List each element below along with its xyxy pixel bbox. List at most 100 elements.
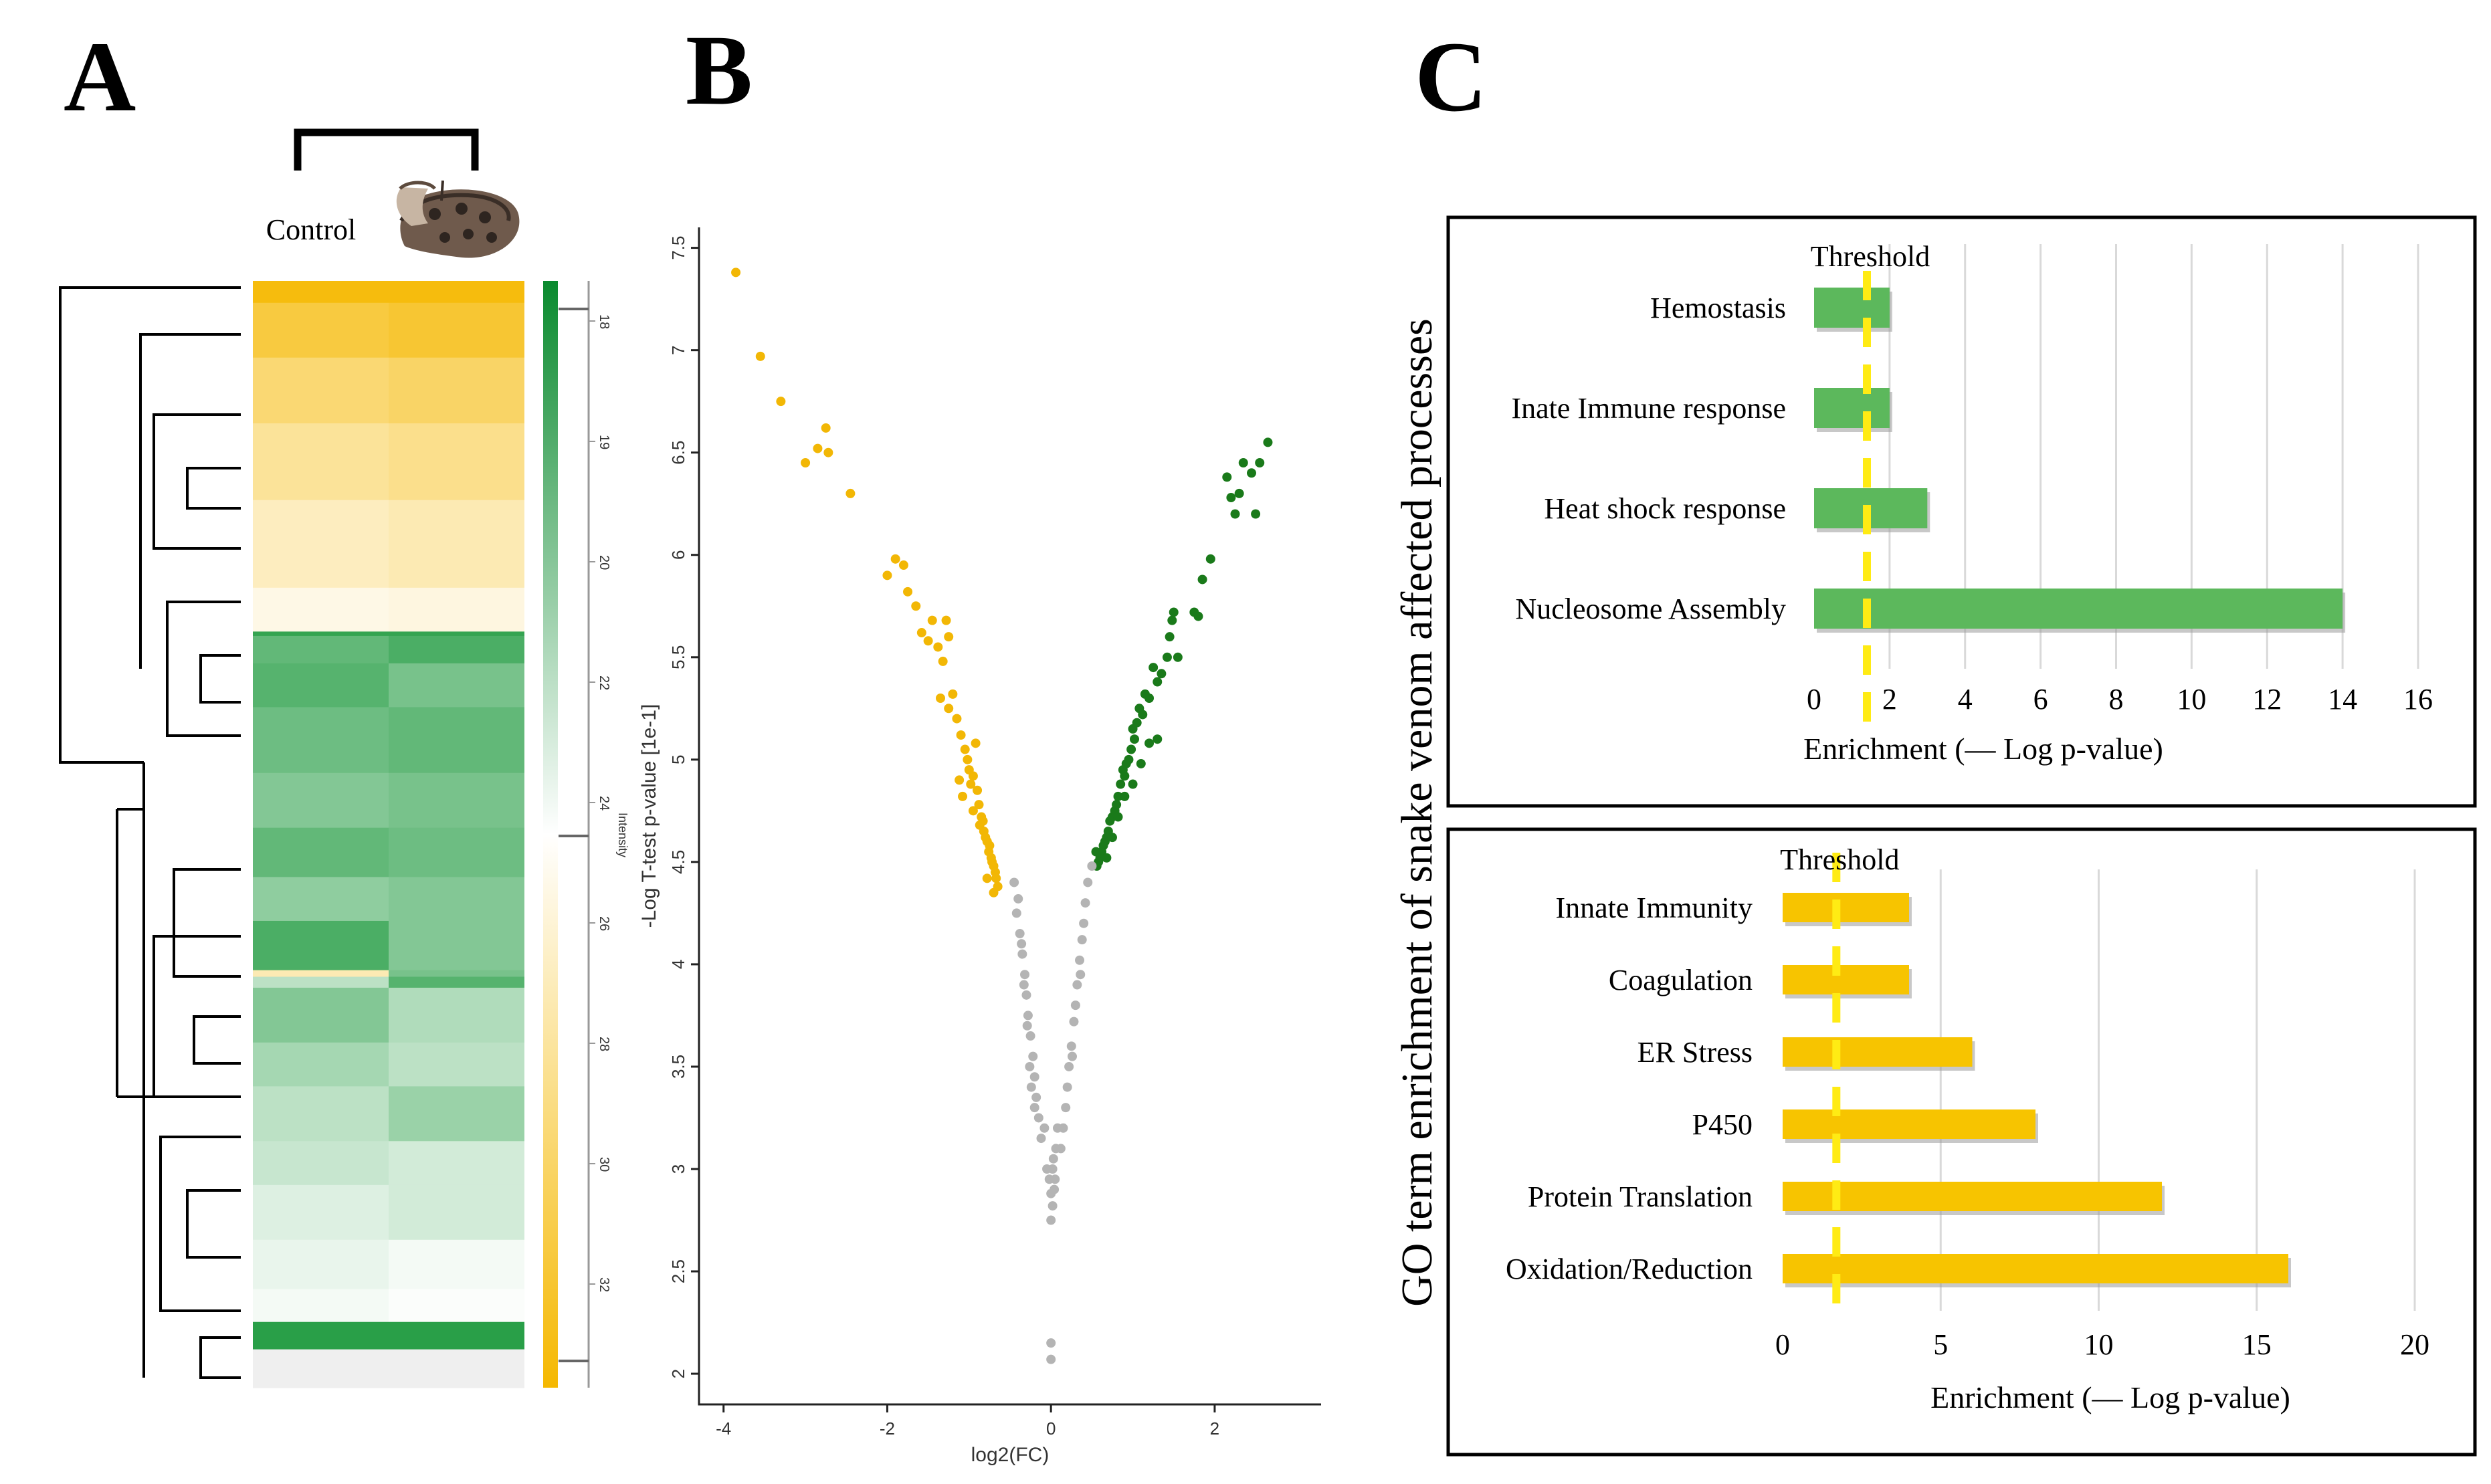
volcano-point-down xyxy=(898,560,908,570)
volcano-axes xyxy=(698,227,1321,1406)
panel-letter-b: B xyxy=(686,15,753,126)
volcano-point-down xyxy=(968,806,978,816)
volcano-point-not-significant xyxy=(1013,893,1023,904)
volcano-y-tick-label: 2 xyxy=(668,1369,688,1378)
volcano-y-tick-label: 5.5 xyxy=(668,645,688,669)
volcano-x-tick-label: -2 xyxy=(880,1418,895,1439)
heatmap-cell-control xyxy=(253,976,389,988)
heatmap-cell-venom xyxy=(389,357,524,424)
heatmap-cell-control xyxy=(253,1289,389,1323)
volcano-point-up xyxy=(1105,816,1115,826)
bar-category-label: Hemostasis xyxy=(1650,292,1786,324)
threshold-label: Threshold xyxy=(1811,240,1930,273)
volcano-point-not-significant xyxy=(1019,980,1029,990)
bar-category-label: Heat shock response xyxy=(1544,492,1786,525)
volcano-x-tick-label: 2 xyxy=(1210,1418,1219,1439)
volcano-point-not-significant xyxy=(1022,1021,1032,1031)
bar-protein-translation xyxy=(1783,1182,2162,1211)
heatmap-cell-control xyxy=(253,827,389,878)
volcano-point-down xyxy=(903,587,913,597)
volcano-point-not-significant xyxy=(1031,1092,1041,1102)
bar-category-label: Innate Immunity xyxy=(1556,891,1753,924)
upper-bar-chart: 0 2 4 6 8 10 12 14 16 Hemostasis Inate Immune resp… xyxy=(1511,240,2433,766)
volcano-point-up xyxy=(1197,574,1207,585)
volcano-point-up xyxy=(1136,758,1146,768)
heatmap-cell-control xyxy=(253,1349,389,1388)
volcano-point-up xyxy=(1173,652,1183,662)
volcano-point-not-significant xyxy=(1046,1338,1056,1348)
volcano-point-up xyxy=(1107,833,1117,843)
scale-tick-label: 32 xyxy=(597,1277,611,1292)
volcano-y-tick-label: 6.5 xyxy=(668,441,688,465)
volcano-point-down xyxy=(923,636,933,646)
heatmap-panel: Control xyxy=(59,128,629,1388)
bar-category-label: Oxidation/Reduction xyxy=(1506,1253,1753,1285)
volcano-y-tick-label: 5 xyxy=(668,755,688,764)
volcano-point-not-significant xyxy=(1025,1061,1035,1071)
volcano-point-up xyxy=(1189,607,1199,617)
bar-x-tick-label: 10 xyxy=(2177,683,2206,716)
volcano-point-up xyxy=(1153,734,1163,744)
volcano-point-not-significant xyxy=(1072,980,1082,990)
heatmap-cell-control xyxy=(253,1141,389,1186)
heatmap-cell-control xyxy=(253,635,389,664)
heatmap-cell-control xyxy=(253,1239,389,1290)
volcano-point-up xyxy=(1153,677,1163,687)
volcano-point-not-significant xyxy=(1076,970,1086,980)
volcano-point-not-significant xyxy=(1011,908,1021,918)
volcano-point-up xyxy=(1126,744,1136,754)
volcano-point-not-significant xyxy=(1066,1041,1076,1051)
volcano-point-not-significant xyxy=(1079,918,1089,928)
row-dendrogram xyxy=(59,286,241,1379)
heatmap-grid xyxy=(253,281,524,1388)
volcano-point-down xyxy=(975,820,985,830)
volcano-point-not-significant xyxy=(1064,1061,1074,1071)
heatmap-cell-control xyxy=(253,500,389,589)
volcano-point-down xyxy=(938,656,948,666)
volcano-point-down xyxy=(755,351,765,361)
volcano-point-down xyxy=(985,841,995,851)
heatmap-cell-venom xyxy=(389,1289,524,1323)
volcano-y-tick-label: 3.5 xyxy=(668,1055,688,1079)
volcano-point-up xyxy=(1230,509,1240,519)
volcano-point-not-significant xyxy=(1061,1103,1071,1113)
heatmap-cell-control xyxy=(253,707,389,774)
bar-category-label: P450 xyxy=(1692,1108,1753,1141)
heatmap-cell-control xyxy=(253,357,389,424)
volcano-point-down xyxy=(982,873,992,883)
volcano-point-not-significant xyxy=(1044,1174,1054,1184)
volcano-point-up xyxy=(1113,791,1123,801)
panel-letter-a: A xyxy=(64,21,136,132)
volcano-point-down xyxy=(927,615,937,625)
volcano-point-not-significant xyxy=(1070,1000,1080,1011)
volcano-point-up xyxy=(1128,724,1138,734)
volcano-point-down xyxy=(882,570,892,580)
heatmap-cell-venom xyxy=(389,423,524,501)
volcano-point-down xyxy=(916,628,926,638)
volcano-point-down xyxy=(801,458,811,467)
heatmap-cell-venom xyxy=(389,281,524,304)
volcano-point-not-significant xyxy=(1046,1354,1056,1364)
volcano-point-not-significant xyxy=(1050,1184,1060,1194)
volcano-point-not-significant xyxy=(1048,1201,1058,1211)
bar-x-tick-label: 2 xyxy=(1882,683,1897,716)
volcano-point-up xyxy=(1169,607,1179,617)
scale-tick-label: 22 xyxy=(597,675,611,690)
volcano-point-up xyxy=(1255,458,1265,467)
bar-x-tick-label: 8 xyxy=(2109,683,2124,716)
volcano-point-up xyxy=(1165,632,1175,642)
bar-x-tick-label: 20 xyxy=(2400,1328,2429,1361)
heatmap-cell-venom xyxy=(389,1086,524,1142)
lower-bar-chart: 0 5 10 15 20 Innate Immunity Coagulation ER Str… xyxy=(1506,843,2429,1414)
volcano-point-up xyxy=(1113,812,1123,822)
heatmap-cell-venom xyxy=(389,1184,524,1241)
volcano-point-down xyxy=(971,738,981,748)
heatmap-cell-control xyxy=(253,970,389,978)
heatmap-cell-venom xyxy=(389,976,524,988)
volcano-point-up xyxy=(1167,615,1177,625)
volcano-point-down xyxy=(941,615,951,625)
heatmap-cell-venom xyxy=(389,1042,524,1087)
heatmap-cell-venom xyxy=(389,1349,524,1388)
upper-chart-frame xyxy=(1446,215,2477,808)
